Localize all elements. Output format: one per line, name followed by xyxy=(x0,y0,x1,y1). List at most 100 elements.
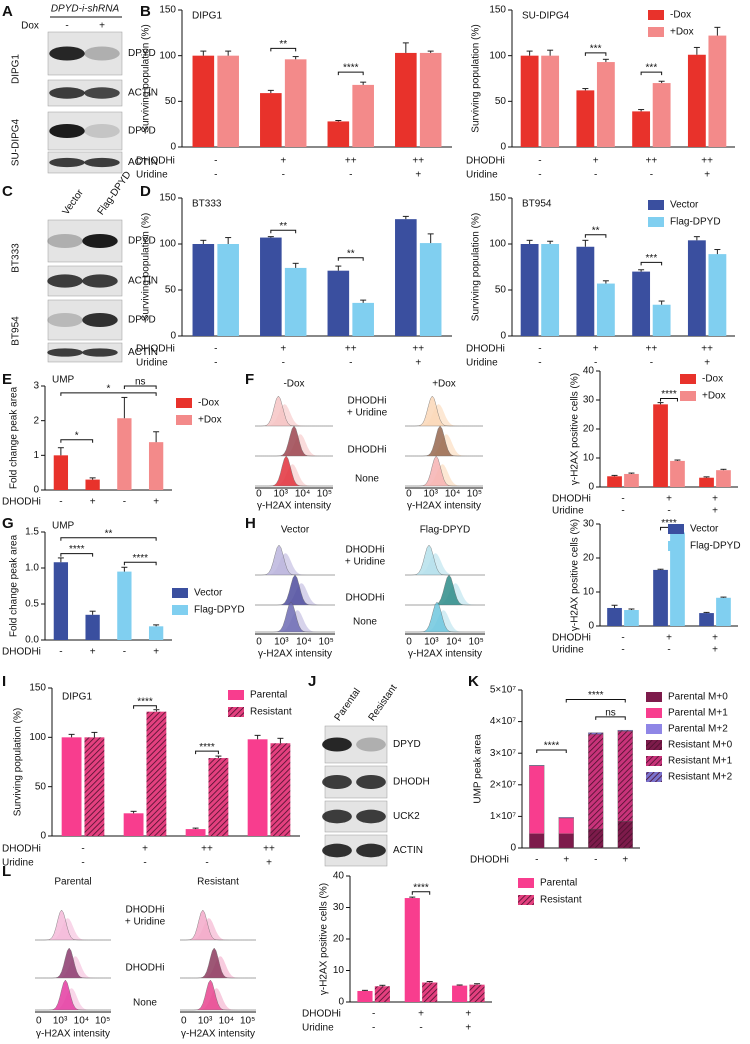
y-tick-label: 3 xyxy=(33,381,39,392)
lane-label: Flag-DPYD xyxy=(96,169,134,217)
y-tick-label: 20 xyxy=(583,553,595,564)
bar-segment xyxy=(558,817,574,819)
histogram-row-label: None xyxy=(355,474,379,485)
legend-swatch xyxy=(646,708,662,718)
histogram-tick-label: 10⁴ xyxy=(219,1016,234,1027)
condition-value: - xyxy=(81,858,84,869)
legend-swatch xyxy=(648,217,664,227)
blot-band xyxy=(84,87,120,99)
band-label: ACTIN xyxy=(128,347,158,358)
condition-value: + xyxy=(712,506,718,517)
blot-band xyxy=(84,124,120,138)
condition-value: - xyxy=(621,494,624,505)
y-tick-label: 150 xyxy=(29,683,46,694)
y-tick-label: 0 xyxy=(170,142,176,153)
condition-value: ++ xyxy=(701,156,713,167)
bar xyxy=(185,829,206,836)
histogram-peak xyxy=(405,544,485,576)
condition-value: - xyxy=(621,506,624,517)
condition-value: - xyxy=(214,358,217,369)
blot-band xyxy=(84,157,120,168)
legend-label: Resistant M+2 xyxy=(668,772,733,783)
bar xyxy=(217,244,239,336)
blot-group-label: DIPG1 xyxy=(11,54,22,84)
legend-label: Parental M+1 xyxy=(668,708,728,719)
y-tick-label: 10 xyxy=(333,965,345,976)
bar xyxy=(357,990,373,1002)
y-tick-label: 150 xyxy=(159,193,176,204)
bar xyxy=(452,985,468,1002)
legend-swatch xyxy=(668,524,684,534)
histogram-row-label: None xyxy=(133,998,157,1009)
blot-band xyxy=(49,157,85,168)
histogram-tick-label: 10⁵ xyxy=(95,1016,110,1027)
band-label: DPYD xyxy=(128,48,156,59)
y-tick-label: 5×10⁷ xyxy=(490,685,517,696)
condition-value: + xyxy=(266,858,272,869)
y-tick-label: 1 xyxy=(33,450,39,461)
bar xyxy=(327,121,350,147)
condition-value: - xyxy=(205,858,208,869)
histogram-peak xyxy=(255,425,333,457)
legend-swatch xyxy=(680,374,696,384)
significance-label: **** xyxy=(69,544,85,555)
bar xyxy=(404,898,420,1002)
condition-value: - xyxy=(81,844,84,855)
significance-bracket xyxy=(584,234,607,238)
bar-segment xyxy=(529,833,545,849)
legend-label: Resistant M+1 xyxy=(668,756,733,767)
legend-label: Parental xyxy=(540,878,577,889)
blot-band xyxy=(82,313,118,327)
bar xyxy=(708,35,727,147)
y-axis-label: Fold change peak area xyxy=(9,386,20,489)
y-tick-label: 0 xyxy=(33,485,39,496)
condition-value: - xyxy=(538,344,541,355)
condition-value: - xyxy=(594,855,597,866)
bar xyxy=(53,455,69,490)
significance-bracket xyxy=(60,439,94,443)
condition-value: ++ xyxy=(263,844,275,855)
y-tick-label: 1.5 xyxy=(25,527,39,538)
y-tick-label: 30 xyxy=(583,519,595,530)
bar xyxy=(395,219,417,336)
significance-label: ns xyxy=(135,377,146,388)
band-label: ACTIN xyxy=(128,157,158,168)
legend-swatch xyxy=(646,756,662,766)
y-tick-label: 0.0 xyxy=(25,635,39,646)
histogram-row-label: DHODHi xyxy=(346,593,385,604)
condition-value: + xyxy=(712,633,718,644)
significance-label: ** xyxy=(592,225,600,236)
blot-band xyxy=(322,843,352,858)
y-axis-label: γ-H2AX positive cells (%) xyxy=(570,373,581,485)
legend-label: Resistant xyxy=(540,895,582,906)
bar xyxy=(699,613,714,626)
histogram-row-label: DHODHi xyxy=(126,963,165,974)
histogram-peak xyxy=(180,909,256,941)
significance-bracket xyxy=(133,705,157,709)
significance-label: ** xyxy=(279,39,287,50)
histogram-peak xyxy=(255,574,335,606)
legend-swatch xyxy=(176,415,192,425)
bar-segment xyxy=(588,732,604,735)
legend-swatch xyxy=(648,10,664,20)
condition-value: - xyxy=(123,647,126,658)
bar xyxy=(708,254,727,336)
condition-label: DHODHi xyxy=(2,647,41,658)
blot-band xyxy=(47,313,83,327)
histogram-x-label: γ-H2AX intensity xyxy=(408,649,482,660)
legend-label: Flag-DPYD xyxy=(670,217,721,228)
y-tick-label: 100 xyxy=(489,239,506,250)
y-tick-label: 40 xyxy=(333,871,345,882)
significance-label: *** xyxy=(646,253,658,264)
condition-label: Uridine xyxy=(302,1023,334,1034)
legend-swatch xyxy=(646,724,662,734)
condition-value: - xyxy=(535,855,538,866)
y-tick-label: 4×10⁷ xyxy=(490,716,517,727)
y-axis-label: γ-H2AX positive cells (%) xyxy=(319,883,330,995)
bar-segment xyxy=(588,828,604,849)
y-tick-label: 0 xyxy=(588,482,594,493)
histogram-tick-label: 0 xyxy=(256,637,262,648)
histogram-peak xyxy=(405,455,483,487)
condition-label: DHODHi xyxy=(2,844,41,855)
condition-value: - xyxy=(538,358,541,369)
